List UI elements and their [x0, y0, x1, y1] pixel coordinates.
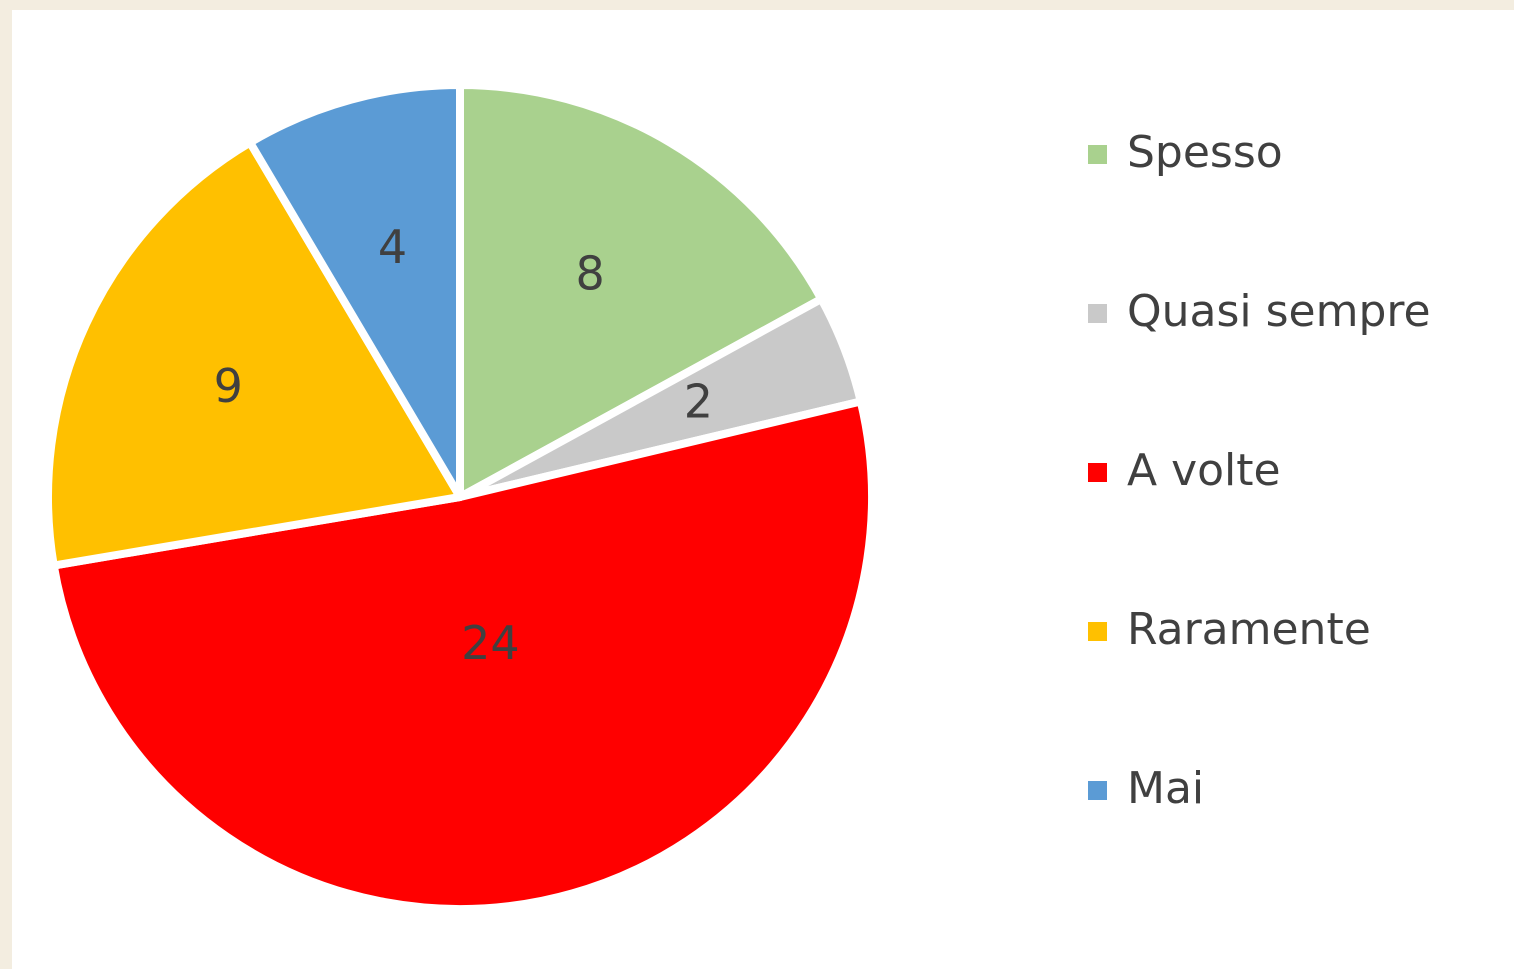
legend-label: Spesso [1127, 127, 1283, 178]
legend-swatch [1088, 304, 1107, 323]
legend-swatch [1088, 622, 1107, 641]
pie-slice [246, 81, 464, 501]
data-label: 9 [214, 359, 243, 413]
legend-swatch [1088, 145, 1107, 164]
legend-swatch [1088, 463, 1107, 482]
pie-slice [49, 397, 876, 913]
data-label: 8 [576, 247, 605, 301]
legend-swatch [1088, 781, 1107, 800]
legend-label: Mai [1127, 763, 1204, 814]
data-label: 4 [378, 220, 407, 274]
data-label: 2 [684, 375, 713, 429]
pie-slice [44, 138, 464, 570]
legend-label: Raramente [1127, 604, 1371, 655]
legend-label: Quasi sempre [1127, 286, 1431, 337]
data-label: 24 [461, 616, 520, 670]
pie-slice [456, 81, 826, 501]
legend-label: A volte [1127, 445, 1281, 496]
